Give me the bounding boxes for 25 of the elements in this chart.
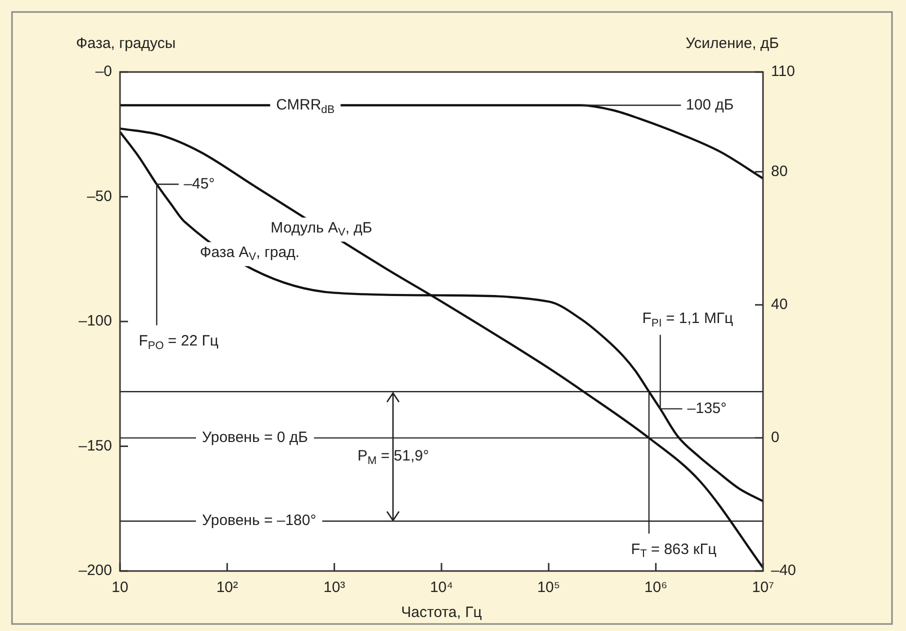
x-tick-label: 10³ xyxy=(323,579,346,596)
data-label: 100 дБ xyxy=(686,96,734,114)
y-axis-title: Фаза, градусы xyxy=(76,35,176,52)
ref-line-label: Уровень = –180° xyxy=(202,512,316,530)
x-tick-label: 10⁴ xyxy=(430,579,454,596)
x-tick-label: 10 xyxy=(112,579,128,596)
y2-tick-label: –40 xyxy=(771,562,796,580)
y-tick-label: –0 xyxy=(95,63,112,80)
x-tick-label: 10⁷ xyxy=(752,579,774,596)
y2-tick-label: 110 xyxy=(771,63,795,80)
y-tick-label: –200 xyxy=(78,562,112,580)
y-tick-label: –50 xyxy=(86,188,112,205)
y-tick-label: –100 xyxy=(78,312,112,330)
x-axis-title: Частота, Гц xyxy=(401,604,482,622)
x-tick-label: 10² xyxy=(216,579,238,596)
y2-axis-title: Усиление, дБ xyxy=(686,35,780,52)
data-label: –135° xyxy=(687,400,727,417)
y2-tick-label: 80 xyxy=(771,162,788,180)
y2-tick-label: 0 xyxy=(771,429,780,446)
ref-line-label: Уровень = 0 дБ xyxy=(202,429,308,446)
y-tick-label: –150 xyxy=(78,437,112,454)
data-label: –45° xyxy=(184,175,215,192)
x-tick-label: 10⁶ xyxy=(644,579,668,596)
x-tick-label: 10⁵ xyxy=(537,579,560,596)
y2-tick-label: 40 xyxy=(771,296,788,314)
